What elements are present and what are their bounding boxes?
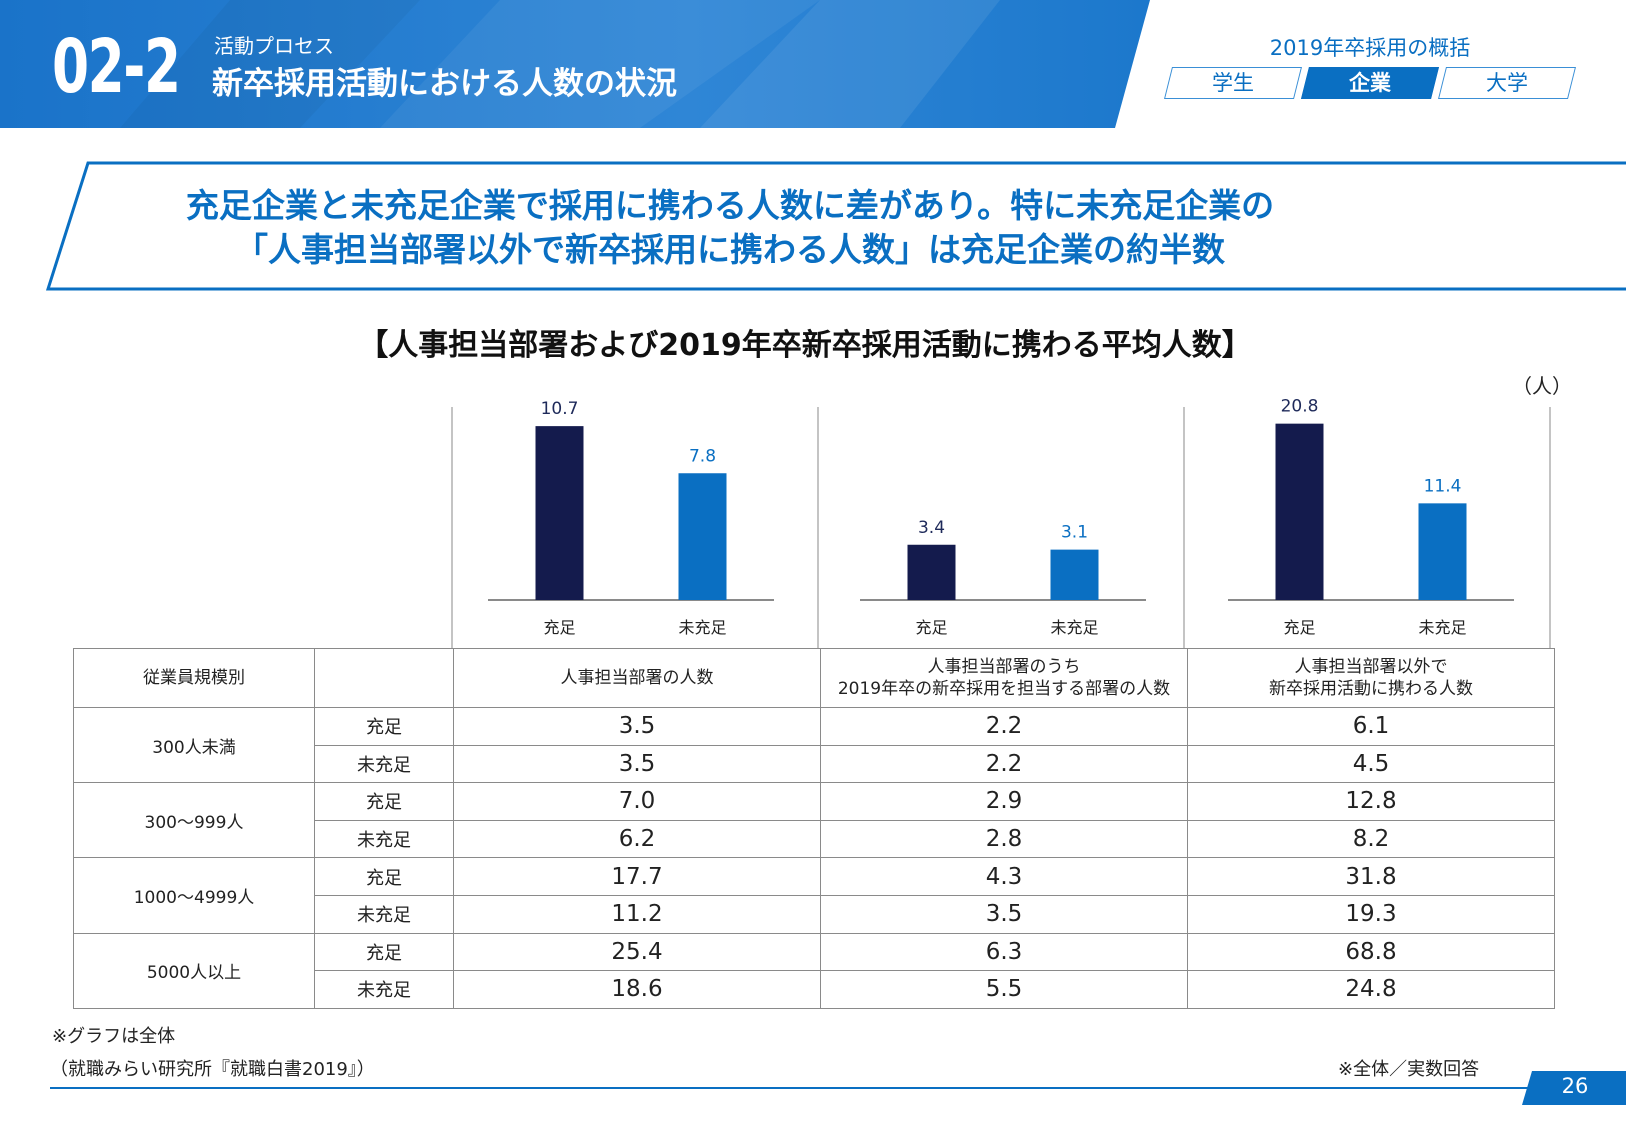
unit-label: （人）: [1512, 374, 1572, 398]
graph-note: ※グラフは全体: [52, 1026, 176, 1047]
status-header: [314, 648, 454, 708]
value-cell: 4.3: [820, 857, 1188, 896]
footer-line: [50, 1087, 1550, 1089]
data-label: 10.7: [541, 399, 579, 419]
status-cell: 充足: [314, 707, 454, 746]
status-cell: 充足: [314, 782, 454, 821]
bar-unfilled: [1418, 503, 1467, 600]
bar-unfilled: [678, 473, 727, 600]
headline-line-1: 充足企業と未充足企業で採用に携わる人数に差があり。特に未充足企業の: [185, 186, 1275, 225]
value-cell: 17.7: [453, 857, 821, 896]
category-label: 充足: [543, 618, 575, 637]
status-cell: 未充足: [314, 744, 454, 784]
category-label: 充足: [915, 618, 947, 637]
data-table: 従業員規模別 人事担当部署の人数 人事担当部署のうち 2019年卒の新卒採用を担当…: [73, 648, 1555, 1009]
value-cell: 3.5: [453, 707, 821, 746]
data-label: 3.4: [918, 518, 945, 538]
value-cell: 2.9: [820, 782, 1188, 821]
table-row: 未充足 3.5 2.2 4.5: [74, 744, 1555, 784]
category-label: 未充足: [678, 618, 726, 637]
header-banner: [0, 0, 1150, 128]
value-cell: 5.5: [820, 970, 1188, 1009]
bar-filled: [1275, 423, 1324, 600]
value-cell: 18.6: [453, 970, 821, 1009]
value-cell: 6.3: [820, 932, 1188, 972]
chart-title: 【人事担当部署および2019年卒新卒採用活動に携わる平均人数】: [358, 328, 1252, 363]
table-row: 未充足 11.2 3.5 19.3: [74, 894, 1555, 934]
size-header: 従業員規模別: [73, 648, 315, 708]
section-subtitle: 活動プロセス: [214, 34, 334, 58]
value-cell: 31.8: [1187, 857, 1555, 896]
status-cell: 未充足: [314, 894, 454, 934]
value-cell: 2.2: [820, 707, 1188, 746]
value-cell: 4.5: [1187, 744, 1555, 784]
size-category: 5000人以上: [73, 932, 315, 1009]
value-cell: 24.8: [1187, 970, 1555, 1009]
section-number: 02-2: [52, 24, 181, 110]
value-cell: 6.1: [1187, 707, 1555, 746]
value-cell: 19.3: [1187, 894, 1555, 934]
data-label: 11.4: [1424, 476, 1462, 496]
value-cell: 3.5: [453, 744, 821, 784]
status-cell: 未充足: [314, 819, 454, 859]
value-cell: 11.2: [453, 894, 821, 934]
table-row: 未充足 18.6 5.5 24.8: [74, 970, 1555, 1009]
data-label: 7.8: [689, 446, 716, 466]
table-row: 5000人以上 充足 25.4 6.3 68.8: [73, 932, 1555, 1009]
page-number: 26: [1561, 1074, 1589, 1098]
headline-line-2: 「人事担当部署以外で新卒採用に携わる人数」は充足企業の約半数: [235, 230, 1225, 269]
size-category: 300人未満: [73, 706, 315, 784]
value-cell: 68.8: [1187, 932, 1555, 972]
category-label: 充足: [1283, 618, 1315, 637]
size-category: 300～999人: [73, 782, 315, 859]
value-cell: 2.2: [820, 744, 1188, 784]
category-label: 未充足: [1050, 618, 1098, 637]
column-header-1: 人事担当部署の人数: [453, 648, 821, 708]
table-row: 300～999人 充足 7.0 2.9 12.8: [73, 782, 1555, 859]
data-label: 20.8: [1281, 397, 1319, 417]
tab-company[interactable]: 企業: [1301, 67, 1439, 99]
value-cell: 25.4: [453, 932, 821, 972]
table-row: 1000～4999人 充足 17.7 4.3 31.8: [73, 857, 1555, 934]
tab-student[interactable]: 学生: [1164, 67, 1302, 99]
value-cell: 7.0: [453, 782, 821, 821]
headline-frame: [46, 161, 1626, 291]
status-cell: 充足: [314, 932, 454, 972]
bar-filled: [907, 544, 956, 600]
tab-university[interactable]: 大学: [1438, 67, 1576, 99]
status-cell: 充足: [314, 857, 454, 896]
source-note: （就職みらい研究所『就職白書2019』）: [50, 1059, 375, 1080]
column-header-2: 人事担当部署のうち 2019年卒の新卒採用を担当する部署の人数: [820, 648, 1188, 708]
data-label: 3.1: [1061, 523, 1088, 543]
response-note: ※全体／実数回答: [1338, 1059, 1480, 1080]
value-cell: 2.8: [820, 819, 1188, 859]
size-category: 1000～4999人: [73, 857, 315, 934]
table-row: 300人未満 充足 3.5 2.2 6.1: [73, 706, 1555, 784]
section-title: 新卒採用活動における人数の状況: [212, 66, 677, 102]
status-cell: 未充足: [314, 970, 454, 1009]
bar-filled: [535, 426, 584, 600]
overview-label: 2019年卒採用の概括: [1269, 36, 1471, 60]
value-cell: 12.8: [1187, 782, 1555, 821]
category-label: 未充足: [1418, 618, 1466, 637]
bar-unfilled: [1050, 549, 1099, 600]
page-number-tab: [1522, 1071, 1626, 1105]
column-header-3: 人事担当部署以外で 新卒採用活動に携わる人数: [1187, 648, 1555, 708]
value-cell: 8.2: [1187, 819, 1555, 859]
value-cell: 3.5: [820, 894, 1188, 934]
value-cell: 6.2: [453, 819, 821, 859]
